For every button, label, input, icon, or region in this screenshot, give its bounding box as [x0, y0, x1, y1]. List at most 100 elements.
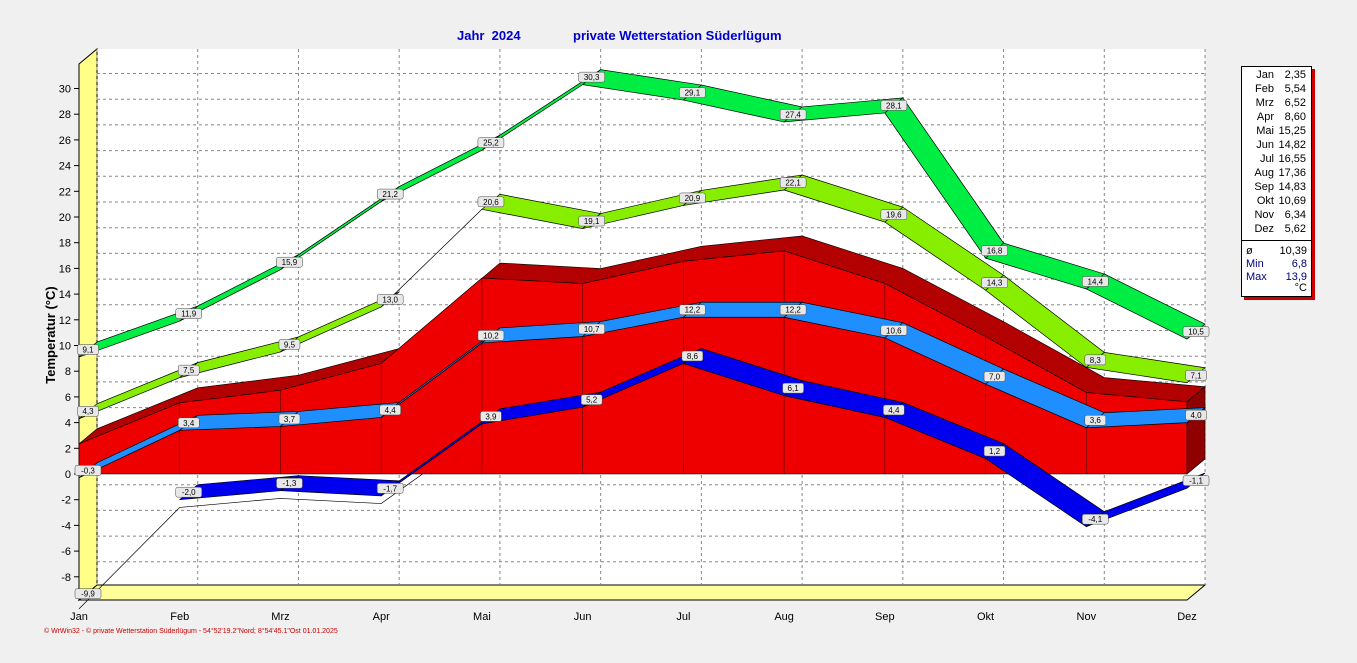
max-abs-label: 29,1 — [685, 89, 701, 98]
min-mean-label: 3,9 — [485, 412, 497, 421]
max-mean-label: 20,9 — [685, 194, 701, 203]
mean-label-box — [983, 371, 1006, 382]
max-mean-label: 4,3 — [82, 407, 94, 416]
mean-label: 10,2 — [483, 331, 499, 340]
max-mean-label-box — [779, 177, 807, 188]
legend-row: Aug 17,36 — [1242, 167, 1306, 181]
plot-side-wall — [78, 47, 98, 602]
mean-label-box — [779, 304, 807, 315]
mean-label: 4,0 — [1190, 411, 1202, 420]
mean-label-box — [1185, 409, 1207, 421]
legend-value: 8,60 — [1284, 111, 1306, 123]
legend-month: Mai — [1256, 125, 1274, 137]
y-tick-label: 30 — [59, 84, 71, 96]
y-tick-label: 20 — [59, 212, 71, 224]
y-tick-label: 6 — [65, 392, 71, 404]
y-tick-label: 18 — [59, 238, 71, 250]
max-abs-label: 25,2 — [483, 139, 499, 148]
max-mean-label-box — [177, 364, 200, 376]
y-tick-label: 12 — [59, 315, 71, 327]
min-mean-label-box — [1082, 513, 1109, 525]
x-axis: Jan Feb Mrz Apr Mai Jun Jul Aug Sep Okt Nov Dez — [70, 611, 1197, 623]
max-abs-label: 27,4 — [785, 110, 801, 119]
legend-row: Apr 8,60 — [1242, 111, 1306, 125]
max-mean-label: 14,3 — [987, 279, 1003, 288]
min-mean-label-box — [1182, 475, 1210, 486]
legend-row: Jul 16,55 — [1242, 153, 1306, 167]
max-abs-label: 15,9 — [282, 258, 298, 267]
min-mean-label-box — [782, 382, 804, 394]
max-mean-connector — [380, 209, 483, 308]
max-abs-label: 10,5 — [1188, 328, 1204, 337]
mean-label: 3,6 — [1090, 416, 1102, 425]
mean-label: 3,4 — [183, 419, 195, 428]
min-mean-label-box — [175, 486, 202, 498]
mean-label: 10,6 — [886, 326, 902, 335]
legend-min-value: 6,8 — [1291, 258, 1307, 270]
legend-value: 14,82 — [1278, 139, 1306, 151]
y-tick-label: 16 — [59, 263, 71, 275]
legend-unit: °C — [1294, 282, 1307, 294]
max-abs-label: 11,9 — [181, 310, 197, 319]
x-tick-label: Jul — [676, 611, 690, 623]
min-mean-label-box — [376, 483, 404, 494]
legend-value: 6,34 — [1284, 209, 1306, 221]
max-mean-label: 20,6 — [483, 198, 499, 207]
legend-month: Jan — [1256, 69, 1274, 81]
max-abs-label-box — [477, 137, 505, 148]
mean-label: 4,4 — [385, 406, 397, 415]
x-tick-label: Mai — [473, 611, 491, 623]
x-tick-label: Dez — [1177, 611, 1197, 623]
max-mean-label: 7,5 — [183, 366, 195, 375]
legend-row: Dez 5,62 — [1242, 223, 1306, 237]
legend-value: 5,62 — [1284, 223, 1306, 235]
y-tick-label: 0 — [65, 469, 71, 481]
min-mean-label: 8,6 — [687, 352, 699, 361]
monthly-mean-legend: Jan 2,35 Feb 5,54 Mrz 6,52 Apr 8,60 Mai 15,25 Jun 1… — [1241, 66, 1312, 297]
max-mean-label-box — [981, 277, 1008, 288]
max-mean-label: 19,6 — [886, 211, 902, 220]
y-tick-label: 8 — [65, 366, 71, 378]
legend-value: 2,35 — [1284, 69, 1306, 81]
max-abs-label: 14,4 — [1088, 277, 1104, 286]
max-abs-label-box — [578, 71, 605, 83]
max-mean-label: 22,1 — [785, 179, 801, 188]
grid — [96, 49, 1206, 585]
max-mean-label-box — [880, 209, 908, 220]
x-tick-label: Sep — [875, 611, 895, 623]
y-tick-label: -2 — [61, 495, 71, 507]
legend-row: Okt 10,69 — [1242, 195, 1306, 209]
x-tick-label: Nov — [1077, 611, 1097, 623]
legend-min-label: Min — [1246, 258, 1264, 270]
legend-value: 17,36 — [1278, 167, 1306, 179]
legend-month: Jun — [1256, 139, 1274, 151]
min-mean-label: 4,4 — [888, 406, 900, 415]
max-mean-label-box — [1084, 354, 1107, 366]
y-tick-label: 14 — [59, 289, 71, 301]
mean-label: 10,7 — [584, 325, 600, 334]
legend-row: Feb 5,54 — [1242, 83, 1306, 97]
plot-floor — [77, 584, 1207, 601]
mean-label-box — [1084, 414, 1107, 426]
mean-label: 12,2 — [685, 306, 701, 315]
y-tick-label: 10 — [59, 341, 71, 353]
x-tick-label: Mrz — [271, 611, 289, 623]
legend-max-label: Max — [1246, 271, 1267, 283]
max-mean-label-box — [1185, 370, 1207, 381]
x-tick-label: Okt — [977, 611, 994, 623]
min-mean-label: -4,1 — [1088, 515, 1102, 524]
mean-label: 12,2 — [785, 306, 801, 315]
mean-label-box — [477, 330, 505, 341]
legend-value: 16,55 — [1278, 153, 1306, 165]
legend-month: Jul — [1259, 153, 1274, 165]
max-mean-label-box — [578, 215, 605, 227]
legend-row: Jan 2,35 — [1242, 69, 1306, 83]
y-axis-title: Temperatur (°C) — [43, 286, 58, 383]
max-mean-label: 19,1 — [584, 217, 600, 226]
legend-value: 15,25 — [1278, 125, 1306, 137]
max-abs-label: 28,1 — [886, 101, 902, 110]
mean-label-box — [578, 323, 605, 335]
max-abs-label-box — [880, 100, 908, 111]
